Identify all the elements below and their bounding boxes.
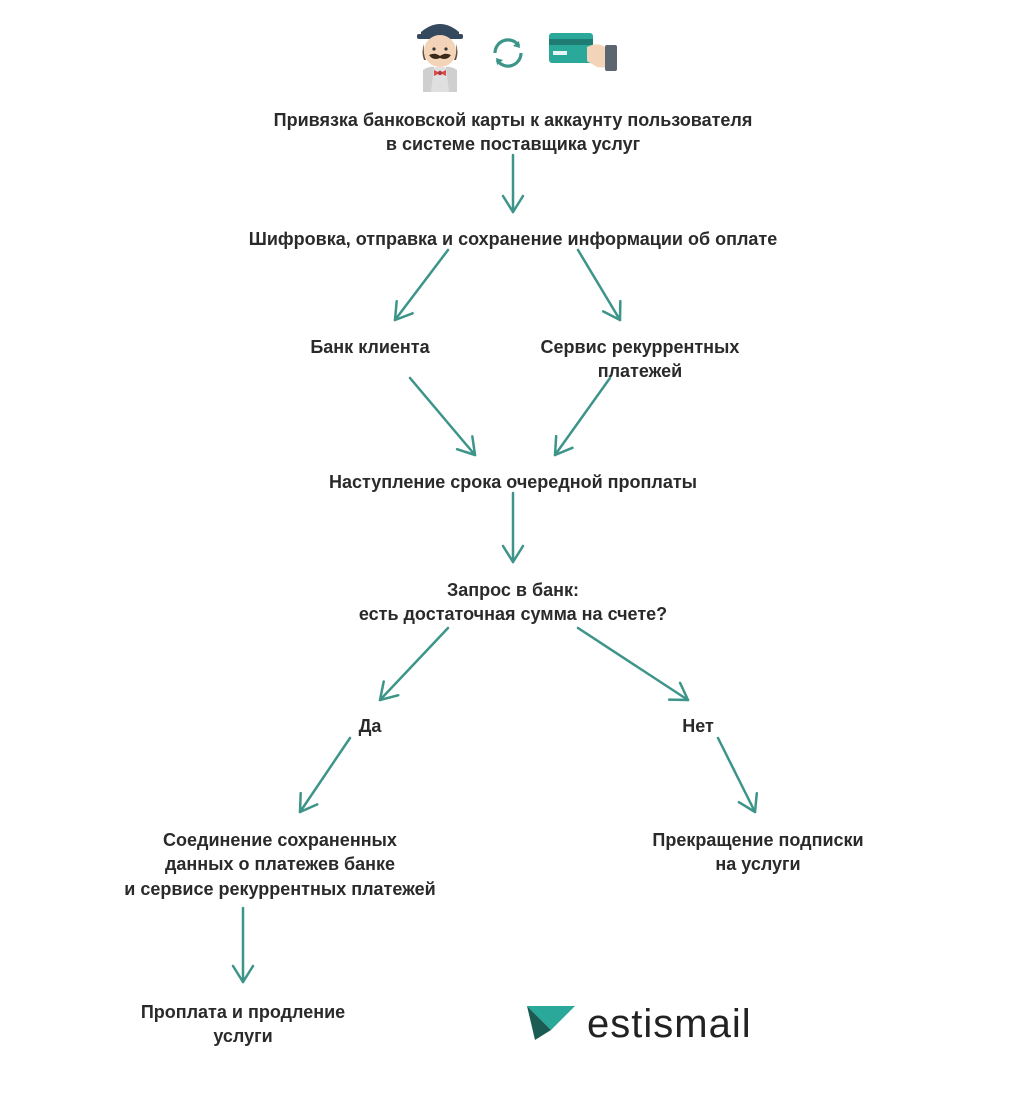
card-hand-icon — [547, 27, 617, 84]
node-cancel-sub: Прекращение подписки на услуги — [608, 828, 908, 877]
header-icon-group — [411, 14, 617, 97]
node-yes: Да — [330, 714, 410, 738]
node-client-bank: Банк клиента — [270, 335, 470, 359]
node-bank-query: Запрос в банк: есть достаточная сумма на… — [263, 578, 763, 627]
logo-mark-icon — [525, 1000, 577, 1049]
node-merge-data: Соединение сохраненных данных о платежев… — [90, 828, 470, 901]
node-recurring-svc: Сервис рекуррентных платежей — [510, 335, 770, 384]
node-pay-extend: Проплата и продление услуги — [103, 1000, 383, 1049]
node-payment-due: Наступление срока очередной проплаты — [263, 470, 763, 494]
brand-logo: estismail — [525, 1000, 752, 1049]
node-link-card: Привязка банковской карты к аккаунту пол… — [193, 108, 833, 157]
sync-icon — [487, 32, 529, 79]
node-encrypt-send: Шифровка, отправка и сохранение информац… — [163, 227, 863, 251]
node-no: Нет — [658, 714, 738, 738]
logo-text: estismail — [587, 1002, 752, 1047]
person-icon — [411, 14, 469, 97]
flow-arrows — [0, 0, 1027, 1101]
